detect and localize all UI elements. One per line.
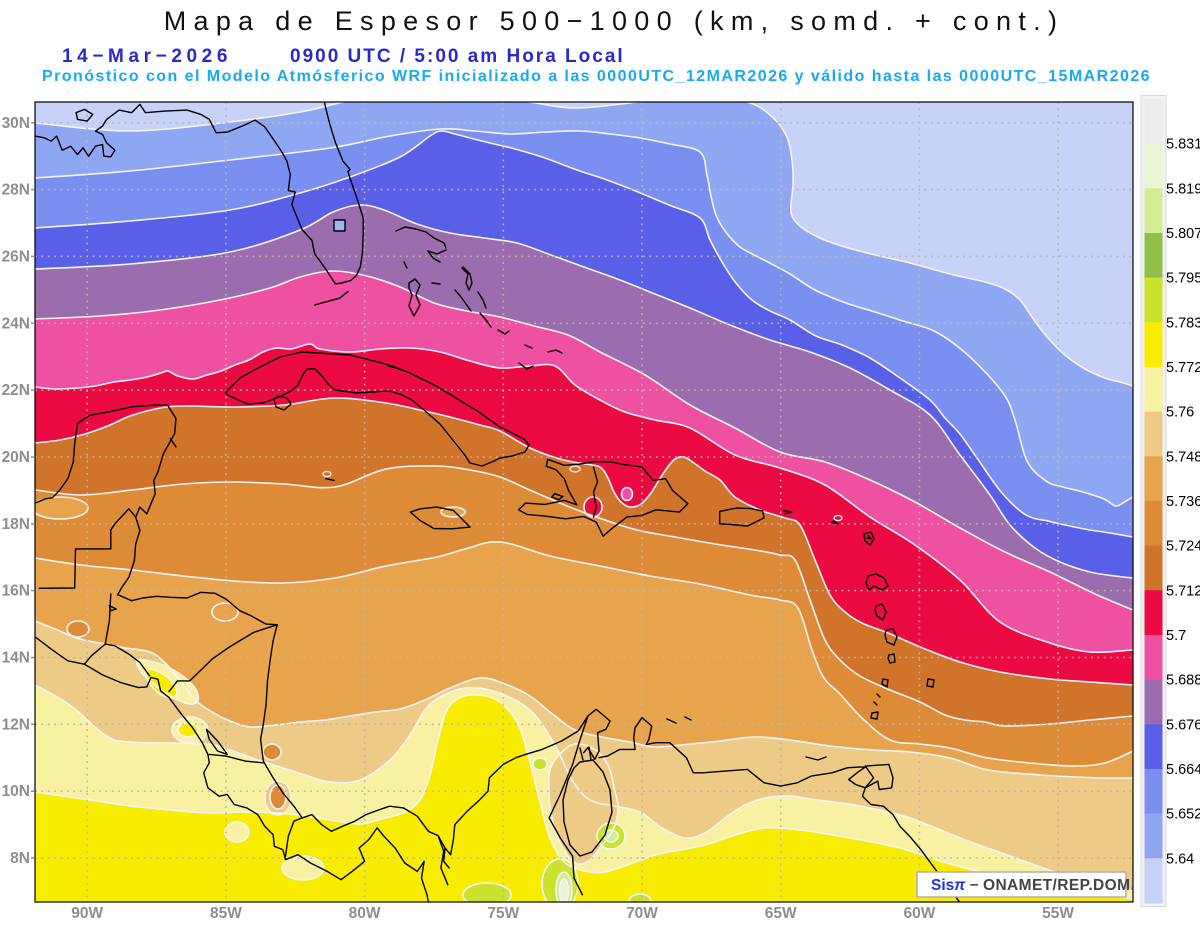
svg-text:70W: 70W [626,905,658,922]
svg-text:5.819: 5.819 [1166,181,1200,197]
svg-text:5.652: 5.652 [1166,807,1200,823]
svg-text:55W: 55W [1042,905,1074,922]
svg-text:5.736: 5.736 [1166,494,1200,510]
svg-text:Pronóstico con el Modelo Atmo: Pronóstico con el Modelo Atmósferico W… [42,68,1151,85]
svg-text:18N: 18N [2,516,30,533]
svg-text:85W: 85W [210,905,242,922]
svg-text:Sisπ − ONAMET/REP.DOM.: Sisπ − ONAMET/REP.DOM. [931,877,1135,894]
svg-text:5.795: 5.795 [1166,271,1200,287]
svg-text:14N: 14N [2,650,30,667]
svg-text:5.76: 5.76 [1166,405,1194,421]
svg-text:60W: 60W [903,905,935,922]
svg-text:5.64: 5.64 [1166,851,1194,867]
svg-text:16N: 16N [2,583,30,600]
svg-text:5.724: 5.724 [1166,539,1200,555]
svg-text:5.688: 5.688 [1166,673,1200,689]
svg-text:5.712: 5.712 [1166,583,1200,599]
svg-text:0900 UTC / 5:00 am Hora Local: 0900 UTC / 5:00 am Hora Local [290,46,625,67]
svg-text:24N: 24N [2,315,30,332]
svg-text:5.807: 5.807 [1166,226,1200,242]
svg-text:5.676: 5.676 [1166,717,1200,733]
svg-text:14−Mar−2026: 14−Mar−2026 [62,46,232,67]
svg-text:75W: 75W [487,905,519,922]
svg-text:65W: 65W [765,905,797,922]
svg-text:28N: 28N [2,182,30,199]
svg-text:80W: 80W [349,905,381,922]
svg-text:5.664: 5.664 [1166,762,1200,778]
svg-text:26N: 26N [2,248,30,265]
svg-text:Mapa de Espesor 500−1000 (km,: Mapa de Espesor 500−1000 (km, somd. + co… [164,6,1065,36]
svg-text:5.783: 5.783 [1166,315,1200,331]
svg-text:20N: 20N [2,449,30,466]
svg-text:10N: 10N [2,783,30,800]
svg-text:5.748: 5.748 [1166,449,1200,465]
svg-text:5.772: 5.772 [1166,360,1200,376]
svg-text:12N: 12N [2,716,30,733]
svg-text:90W: 90W [71,905,103,922]
svg-text:5.831: 5.831 [1166,137,1200,153]
svg-text:8N: 8N [10,850,30,867]
svg-text:30N: 30N [2,115,30,132]
svg-text:22N: 22N [2,382,30,399]
svg-text:5.7: 5.7 [1166,628,1186,644]
